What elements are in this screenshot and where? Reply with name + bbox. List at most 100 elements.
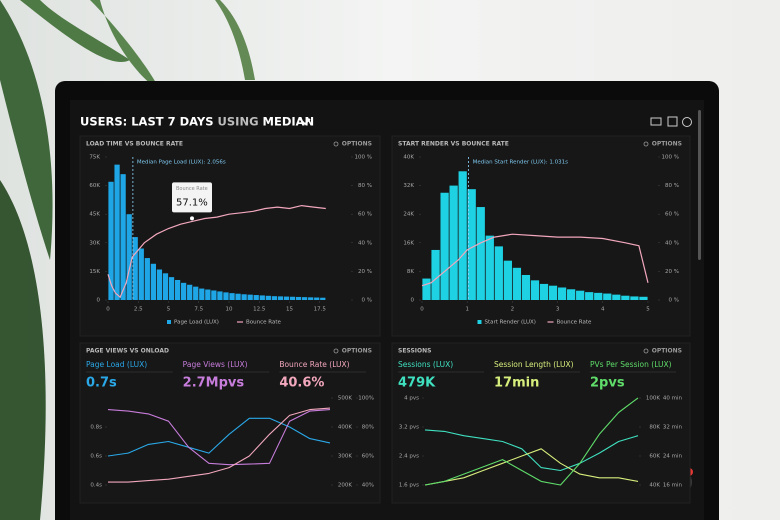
bar (512, 267, 522, 300)
y3-tick-label: 80% (362, 425, 374, 431)
icon-image[interactable] (667, 116, 678, 127)
series-line (424, 429, 639, 472)
bounce-line (421, 233, 649, 287)
y2-tick-label: 20 % (358, 269, 372, 275)
y-tick-label: 2.4 pvs (399, 454, 419, 460)
legend-label: Page Load (LUX) (174, 320, 219, 326)
y-tick-label: 24K (403, 212, 414, 218)
bar (199, 288, 205, 300)
series-line (107, 409, 331, 466)
y2-tick-label: 20 % (665, 269, 679, 275)
y-tick-label: 4 pvs (404, 396, 419, 402)
y-tick-label: 8K (407, 269, 414, 275)
legend-label: Bounce Rate (246, 320, 281, 326)
bar (156, 269, 163, 300)
panel-title: PAGE VIEWS VS ONLOAD (86, 348, 169, 355)
x-tick-label: 1 (465, 307, 469, 313)
bar (265, 295, 271, 300)
header-title: LAST 7 DAYS (131, 115, 213, 129)
bar (585, 292, 594, 300)
y-tick-label: 60K (89, 183, 100, 189)
icon-monitor[interactable] (650, 117, 662, 126)
scrollbar[interactable] (698, 110, 701, 260)
header-title: USERS: (80, 115, 127, 129)
options-icon (333, 348, 339, 354)
header-title: MEDIAN (263, 115, 315, 129)
metric-label: Session Length (LUX) (494, 360, 574, 369)
bar (168, 277, 175, 300)
bar (639, 296, 648, 300)
bar (277, 296, 284, 300)
y2-tick-label: 60 % (665, 212, 679, 218)
panel-title: SESSIONS (398, 348, 431, 355)
x-tick-label: 0 (420, 307, 424, 313)
metric-label: Sessions (LUX) (398, 360, 453, 369)
metric-value: 2pvs (590, 376, 625, 391)
tooltip-title: Bounce Rate (176, 186, 208, 192)
series-line (107, 417, 331, 457)
median-annotation: Median Start Render (LUX): 1.031s (473, 160, 568, 166)
bar (530, 280, 540, 300)
icon-help[interactable] (682, 117, 692, 127)
y2-tick-label: 80 % (358, 183, 372, 189)
bar (458, 171, 467, 300)
y-tick-label: 3.2 pvs (399, 425, 419, 431)
panel-options[interactable]: OPTIONS (652, 348, 682, 355)
metric-label: Page Views (LUX) (183, 360, 248, 369)
y2-tick-label: 60 % (358, 212, 372, 218)
x-tick-label: 10 (226, 307, 233, 313)
bar (485, 235, 494, 300)
y-tick-label: 0.8s (90, 425, 102, 431)
bar (320, 297, 326, 300)
series-line (108, 407, 331, 483)
bar (422, 278, 431, 300)
dropdown-chevron[interactable] (299, 118, 311, 126)
panel-options[interactable]: OPTIONS (652, 141, 682, 148)
bar (120, 174, 126, 300)
bar (241, 294, 247, 300)
metric-label: Page Load (LUX) (86, 360, 147, 369)
bar (162, 273, 169, 300)
bar (548, 285, 558, 300)
legend-label: Bounce Rate (557, 320, 592, 326)
bar (211, 290, 217, 300)
metric-label: PVs Per Session (LUX) (590, 360, 672, 369)
bar (253, 295, 259, 300)
bar (503, 260, 512, 300)
header-title: USING (218, 115, 259, 129)
y2-tick-label: 40 % (665, 240, 679, 246)
y3-tick-label: 24 min (663, 454, 683, 460)
y-tick-label: 40K (403, 155, 414, 161)
bar (114, 164, 120, 300)
y2-tick-label: 0 % (669, 298, 679, 304)
y3-tick-label: 32 min (663, 425, 683, 431)
bar (567, 289, 576, 300)
bar (247, 294, 253, 300)
bar (476, 207, 485, 300)
y2-tick-label: 500K (338, 396, 352, 402)
y2-tick-label: 200K (338, 483, 352, 489)
y3-tick-label: 40% (362, 483, 374, 489)
y2-tick-label: 300K (338, 454, 352, 460)
x-tick-label: 4 (601, 307, 605, 313)
bar (521, 274, 531, 300)
bar (539, 283, 549, 300)
x-tick-label: 3 (556, 307, 560, 313)
y2-tick-label: 400K (338, 425, 352, 431)
series-line (424, 397, 639, 486)
y2-tick-label: 100 % (662, 155, 679, 161)
bar (449, 185, 458, 300)
panel-options[interactable]: OPTIONS (342, 141, 372, 148)
bar (594, 292, 603, 300)
y-tick-label: 0 (97, 298, 101, 304)
panel-options[interactable]: OPTIONS (342, 348, 372, 355)
y2-tick-label: 60K (649, 454, 660, 460)
bar (314, 297, 320, 300)
series-line (424, 448, 639, 486)
x-tick-label: 0 (106, 307, 110, 313)
bar (229, 293, 235, 300)
metric-value: 2.7Mpvs (183, 376, 245, 391)
bar (181, 282, 187, 300)
x-tick-label: 7.5 (194, 307, 203, 313)
